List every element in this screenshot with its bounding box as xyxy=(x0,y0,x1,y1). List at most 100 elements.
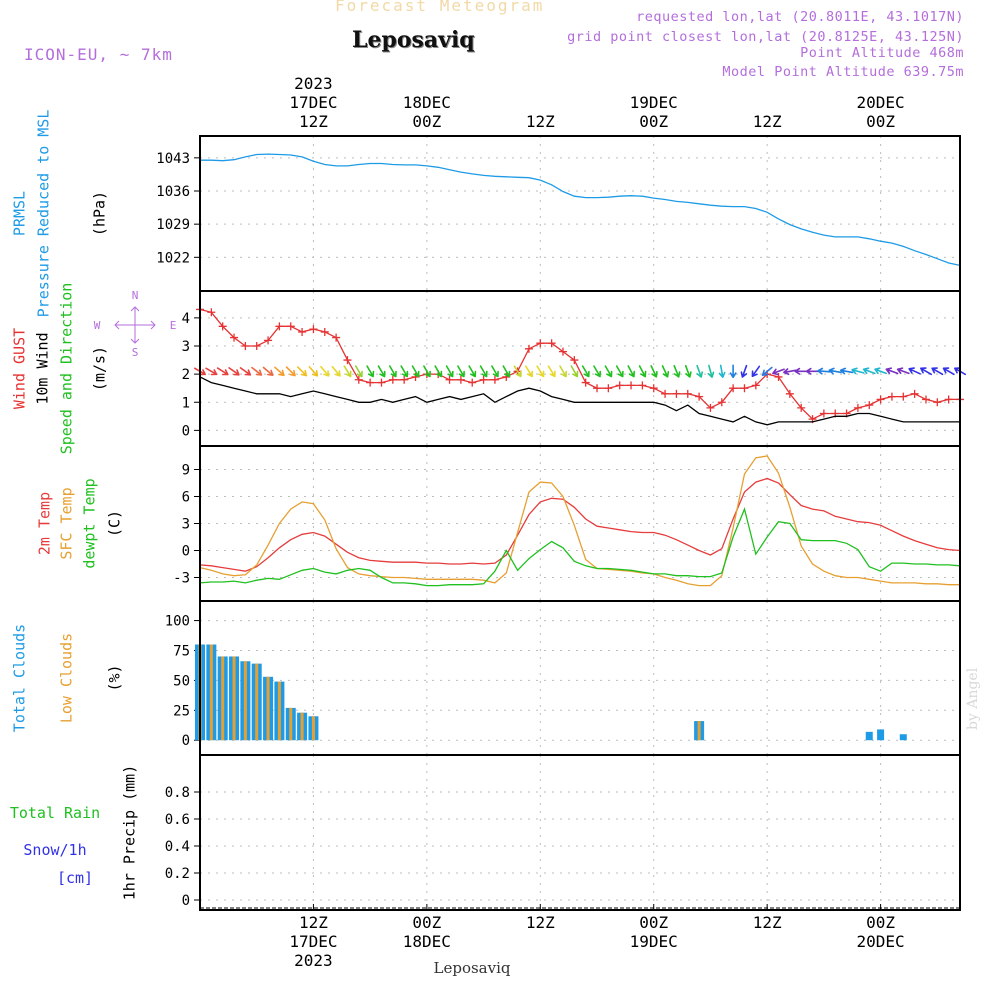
top-time-label: 12Z xyxy=(526,112,555,131)
wind-arrow xyxy=(423,365,431,378)
wind-arrow xyxy=(696,364,703,378)
wind-arrow xyxy=(468,365,477,378)
low-cloud-bar xyxy=(697,721,701,741)
panel-frame xyxy=(199,754,961,911)
top-time-label: 2023 xyxy=(294,74,333,93)
gust-marker xyxy=(593,384,602,393)
gust-marker xyxy=(944,395,953,404)
wind-arrow xyxy=(320,365,330,377)
gust-marker xyxy=(706,403,715,412)
bottom-time-label: 00Z xyxy=(866,913,895,932)
y-tick-label: 0.8 xyxy=(165,785,190,801)
wind-arrow xyxy=(297,366,308,377)
y-tick-label: -3 xyxy=(173,571,190,587)
gust-marker xyxy=(910,389,919,398)
compass-arrowheads xyxy=(114,306,156,344)
wind-arrow xyxy=(627,365,635,378)
gust-marker xyxy=(729,384,738,393)
y-tick-label: 6 xyxy=(182,490,190,506)
y-tick-label: 1036 xyxy=(156,184,190,200)
wind-arrow xyxy=(479,365,488,378)
wind-arrow xyxy=(274,366,285,377)
wind-arrow xyxy=(862,367,876,375)
gust-marker xyxy=(819,409,828,418)
panel-title-line: Low Clouds xyxy=(58,633,76,723)
top-time-label: 20DEC xyxy=(857,93,905,112)
low-cloud-bar xyxy=(289,707,293,741)
panel-frame xyxy=(199,135,961,292)
gust-marker xyxy=(332,333,341,342)
wind-arrow xyxy=(547,365,556,378)
requested-coordinates: requested lon,lat (20.8011E, 43.1017N) xyxy=(636,9,964,25)
model-point-altitude: Model Point Altitude 639.75m xyxy=(722,64,964,80)
total-cloud-bar xyxy=(865,731,873,741)
bottom-time-label: 00Z xyxy=(639,913,668,932)
wind-arrow xyxy=(931,367,944,376)
gust-marker xyxy=(479,375,488,384)
10m-wind-line xyxy=(199,376,960,426)
gust-marker xyxy=(570,356,579,365)
low-cloud-bar xyxy=(266,676,270,741)
y-tick-label: 0 xyxy=(182,733,190,749)
gust-marker xyxy=(456,375,465,384)
low-cloud-bar xyxy=(221,656,225,741)
gust-marker xyxy=(309,325,318,334)
wind-arrow xyxy=(216,367,229,376)
wind-arrow xyxy=(457,365,465,378)
y-tick-label: 3 xyxy=(182,339,190,355)
wind-arrow xyxy=(638,365,647,378)
y-tick-label: 1022 xyxy=(156,250,190,266)
top-time-label: 18DEC xyxy=(403,93,451,112)
y-tick-label: 0 xyxy=(182,544,190,560)
wind-arrow xyxy=(718,364,726,378)
wind-arrow xyxy=(355,365,363,378)
bottom-time-label: 12Z xyxy=(526,913,555,932)
gust-marker xyxy=(717,398,726,407)
wind-arrow xyxy=(513,365,522,378)
gust-marker xyxy=(581,378,590,387)
model-name: ICON-EU, ~ 7km xyxy=(24,45,173,64)
gust-marker xyxy=(377,378,386,387)
wind-arrow xyxy=(400,365,409,378)
wind-arrow xyxy=(707,364,715,378)
panel-wind: 0 1 2 3 4 Wind GUST 10m Wind Speed and Directio… xyxy=(11,283,966,454)
panel-title-line: Pressure Reduced to MSL xyxy=(35,110,53,318)
wind-arrow xyxy=(851,367,865,375)
wind-arrow xyxy=(285,366,296,377)
gust-marker xyxy=(298,327,307,336)
y-tick-label: 75 xyxy=(173,643,190,659)
wind-arrow xyxy=(615,365,624,378)
panel-title-line: [cm] xyxy=(57,869,93,887)
y-tick-label: 0.2 xyxy=(165,866,190,882)
wind-arrow xyxy=(673,364,681,378)
gust-marker xyxy=(887,392,896,401)
low-cloud-bar xyxy=(277,681,281,741)
gust-marker xyxy=(921,395,930,404)
wind-arrow xyxy=(661,365,670,378)
gust-marker xyxy=(207,308,216,317)
panel-unit-label: (%) xyxy=(106,664,124,691)
wind-arrow xyxy=(377,365,386,378)
footer-location-label: Leposaviq xyxy=(434,959,511,977)
gust-marker xyxy=(524,344,533,353)
top-time-label: 00Z xyxy=(412,112,441,131)
wind-arrow xyxy=(570,365,579,378)
low-cloud-bar xyxy=(255,663,259,741)
wind-arrow xyxy=(434,365,443,378)
bottom-time-label: 00Z xyxy=(412,913,441,932)
sfc-temp-line xyxy=(199,455,960,587)
2m-temp-line xyxy=(199,477,961,572)
top-time-label: 00Z xyxy=(639,112,668,131)
wind-arrow xyxy=(604,365,613,378)
gust-marker xyxy=(264,336,273,345)
wind-arrow xyxy=(559,365,567,378)
wind-arrow xyxy=(525,365,533,378)
wind-arrow xyxy=(920,367,932,376)
gust-marker xyxy=(230,333,239,342)
wind-arrow xyxy=(839,367,854,375)
panel-title-line: 10m Wind xyxy=(34,332,52,404)
gust-marker xyxy=(400,375,409,384)
top-time-label: 12Z xyxy=(299,112,328,131)
panel-clouds: 0 25 50 75 100 Total Clouds Low Clouds (%) xyxy=(11,600,961,756)
wind-arrow xyxy=(445,365,454,378)
